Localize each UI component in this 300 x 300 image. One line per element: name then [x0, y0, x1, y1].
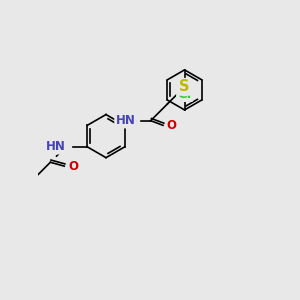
Text: Cl: Cl	[177, 88, 192, 101]
Text: O: O	[167, 119, 177, 132]
Text: S: S	[179, 79, 190, 94]
Text: O: O	[68, 160, 78, 172]
Text: HN: HN	[46, 140, 66, 153]
Text: HN: HN	[116, 114, 135, 127]
